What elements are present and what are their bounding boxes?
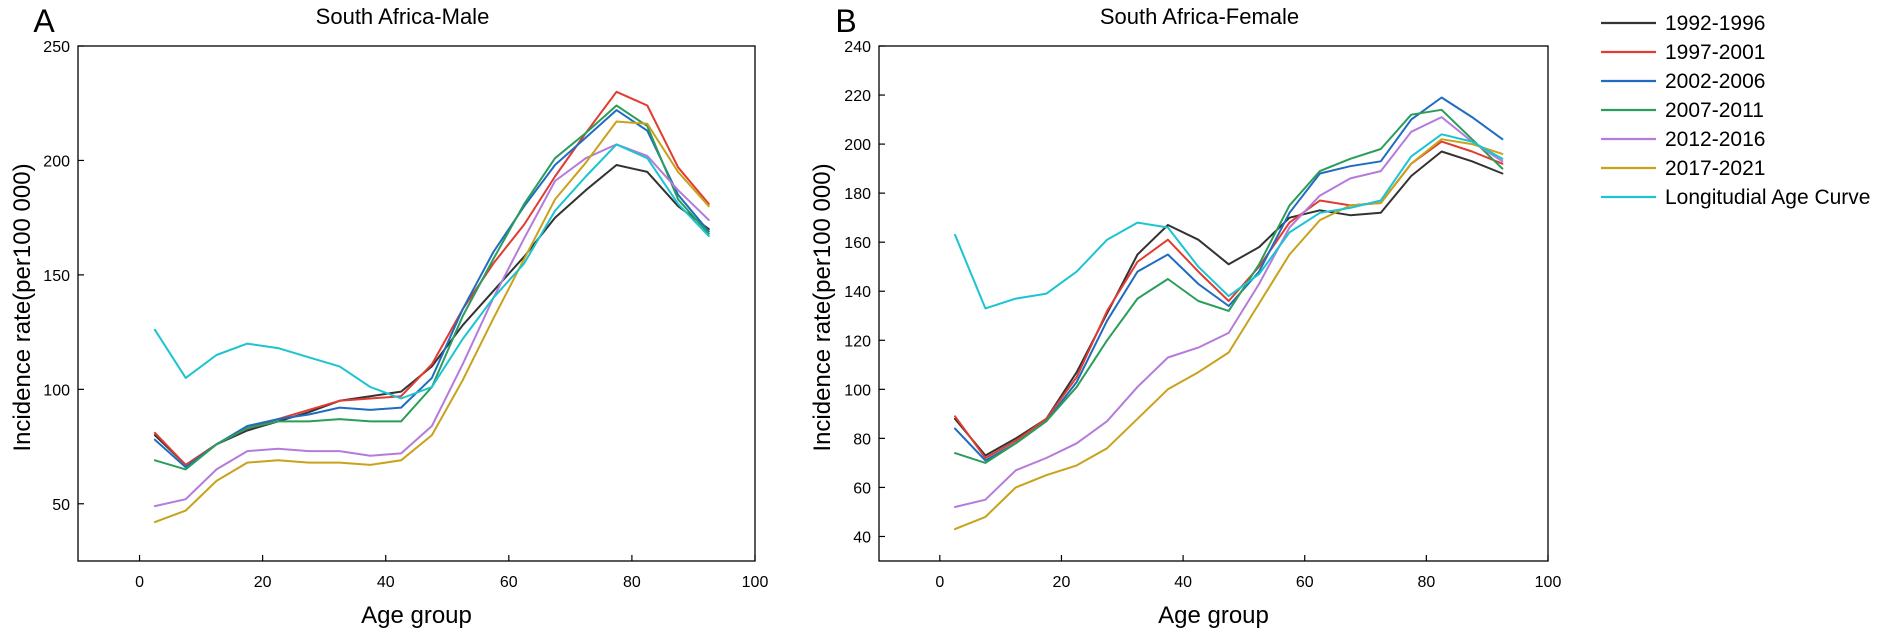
series-line-2007-2011 <box>954 108 1504 464</box>
x-tick-label: 60 <box>1296 574 1314 591</box>
x-tick-label: 100 <box>742 574 769 591</box>
legend-label-longitudial-age-curve: Longitudial Age Curve <box>1665 186 1870 209</box>
panel-label: B <box>835 3 856 39</box>
x-tick-label: 20 <box>254 574 272 591</box>
series-line-1992-1996 <box>954 150 1504 457</box>
x-axis-label: Age group <box>1158 602 1269 629</box>
y-tick-label: 100 <box>43 382 70 399</box>
legend-label-1992-1996: 1992-1996 <box>1665 12 1765 35</box>
x-tick-label: 60 <box>500 574 518 591</box>
series-line-2017-2021 <box>954 138 1504 531</box>
x-tick-label: 0 <box>135 574 144 591</box>
chart-title: South Africa-Female <box>1100 4 1299 29</box>
series-line-2007-2011 <box>153 104 710 471</box>
x-tick-label: 0 <box>935 574 944 591</box>
y-tick-label: 80 <box>853 431 871 448</box>
series-line-2002-2006 <box>954 96 1504 462</box>
y-tick-label: 240 <box>844 39 871 56</box>
y-tick-label: 160 <box>844 235 871 252</box>
series-line-2002-2006 <box>153 109 710 469</box>
y-tick-label: 60 <box>853 480 871 497</box>
plot-frame <box>878 45 1549 562</box>
x-tick-label: 40 <box>1174 574 1192 591</box>
series-line-longitudial-age-curve <box>153 143 710 400</box>
x-tick-label: 100 <box>1535 574 1562 591</box>
y-tick-label: 120 <box>844 333 871 350</box>
y-tick-label: 140 <box>844 284 871 301</box>
x-tick-label: 80 <box>623 574 641 591</box>
y-tick-label: 220 <box>844 88 871 105</box>
x-tick-label: 40 <box>377 574 395 591</box>
y-axis-label: Incidence rate(per100 000) <box>809 163 836 451</box>
y-tick-label: 50 <box>52 497 70 514</box>
y-tick-label: 180 <box>844 186 871 203</box>
y-tick-label: 250 <box>43 39 70 56</box>
chart-title: South Africa-Male <box>316 4 490 29</box>
series-line-1992-1996 <box>153 164 710 466</box>
x-axis-label: Age group <box>361 602 472 629</box>
series-line-2012-2016 <box>954 116 1504 508</box>
x-tick-label: 80 <box>1417 574 1435 591</box>
plot-frame <box>77 45 756 562</box>
y-tick-label: 100 <box>844 382 871 399</box>
y-tick-label: 40 <box>853 529 871 546</box>
series-line-2012-2016 <box>153 143 710 508</box>
series-line-2017-2021 <box>153 120 710 524</box>
y-tick-label: 150 <box>43 268 70 285</box>
legend: 1992-1996 1997-2001 2002-2006 2007-2011 2012… <box>1601 12 1870 209</box>
series-line-1997-2001 <box>954 140 1504 459</box>
panel-male: 0 20 40 60 80 100 50 100 150 200 250 South Africa-M… <box>9 3 768 629</box>
legend-label-1997-2001: 1997-2001 <box>1665 41 1765 64</box>
y-axis-label: Incidence rate(per100 000) <box>9 163 36 451</box>
legend-label-2002-2006: 2002-2006 <box>1665 70 1765 93</box>
legend-label-2017-2021: 2017-2021 <box>1665 157 1765 180</box>
panel-female: 0 20 40 60 80 100 40 60 80 100 120 140 160 180 200 220 2… <box>809 3 1561 629</box>
x-tick-label: 20 <box>1053 574 1071 591</box>
panel-label: A <box>33 3 55 39</box>
series-line-longitudial-age-curve <box>954 133 1504 310</box>
legend-label-2012-2016: 2012-2016 <box>1665 128 1765 151</box>
legend-label-2007-2011: 2007-2011 <box>1665 99 1764 122</box>
y-tick-label: 200 <box>43 153 70 170</box>
y-tick-label: 200 <box>844 137 871 154</box>
